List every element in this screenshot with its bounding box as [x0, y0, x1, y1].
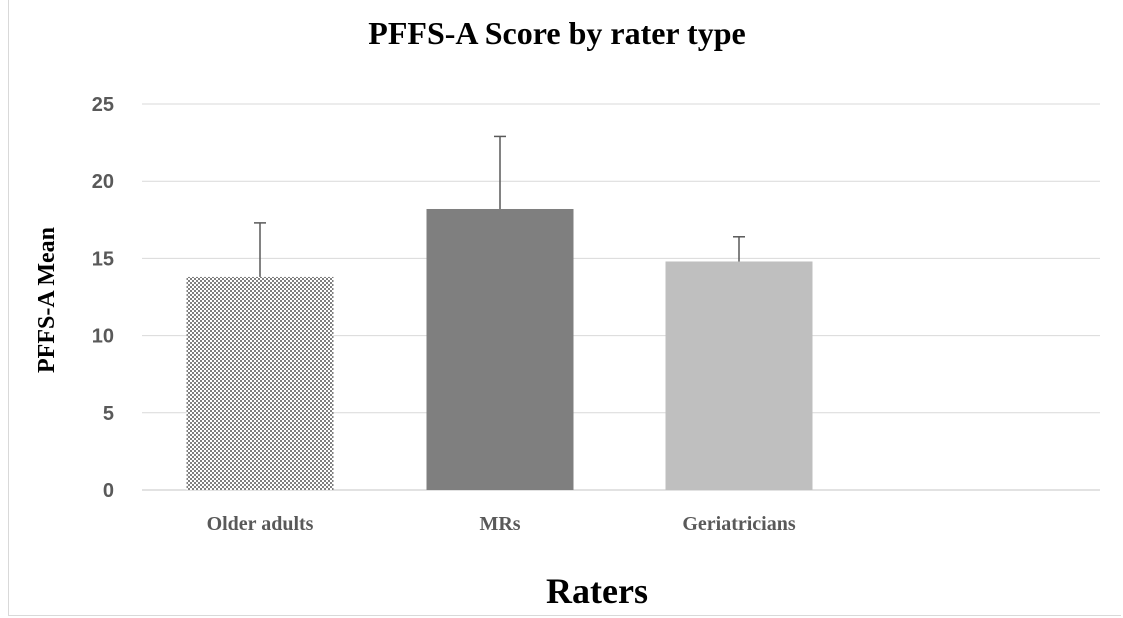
y-axis-label: PFFS-A Mean	[34, 227, 60, 373]
error-bar	[254, 222, 266, 277]
y-tick-label: 10	[92, 326, 114, 348]
chart-title: PFFS-A Score by rater type	[368, 15, 745, 51]
x-tick-label: MRs	[479, 513, 520, 535]
bar-older-adults	[186, 276, 334, 490]
x-tick-label: Geriatricians	[682, 513, 796, 535]
y-tick-label: 5	[103, 403, 114, 425]
x-tick-label: Older adults	[207, 513, 314, 535]
error-bars	[254, 135, 745, 277]
y-tick-labels: 0 5 10 15 20 25	[92, 94, 114, 502]
y-tick-label: 15	[92, 248, 114, 270]
y-tick-label: 20	[92, 171, 114, 193]
x-tick-labels: Older adults MRs Geriatricians	[207, 513, 796, 535]
x-axis-label: Raters	[546, 571, 648, 611]
error-bar	[494, 135, 506, 209]
bars	[186, 208, 813, 490]
bar-geriatricians	[665, 261, 813, 490]
y-tick-label: 25	[92, 94, 114, 116]
error-bar	[733, 236, 745, 262]
bar-mrs	[426, 208, 574, 490]
y-tick-label: 0	[103, 480, 114, 502]
